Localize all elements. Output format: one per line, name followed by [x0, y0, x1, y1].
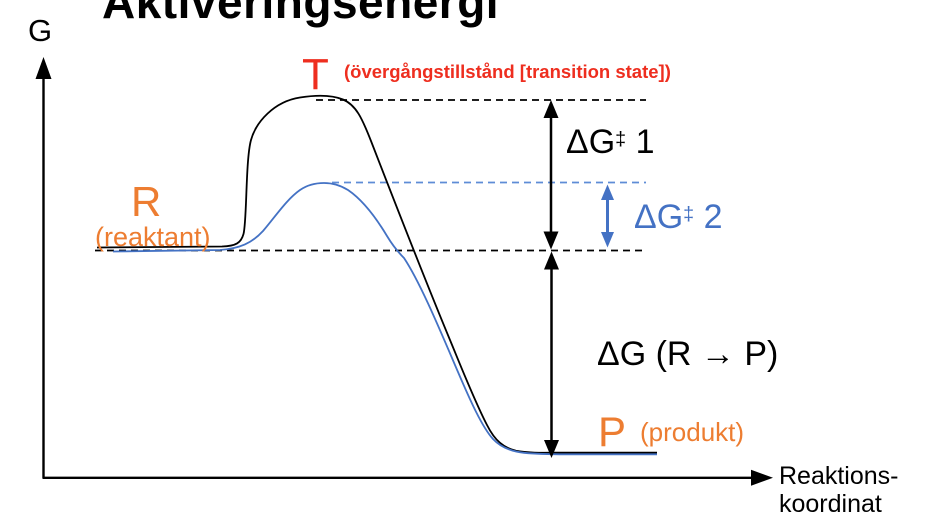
- dg1-arrowhead-up: [543, 100, 559, 118]
- energy-curve-low-barrier: [112, 182, 657, 456]
- slide-title: Aktiveringsenergi: [102, 0, 500, 28]
- dg1-base: ΔG: [566, 123, 616, 161]
- y-axis-arrowhead: [35, 57, 52, 79]
- dg2-double-dagger: ‡: [683, 202, 695, 225]
- y-axis-label: G: [28, 13, 53, 48]
- transition-state-note: (övergångstillstånd [transition state]): [344, 61, 671, 82]
- dg2-base: ΔG: [634, 198, 684, 236]
- activation-energy-1-label: ΔG‡ 1: [566, 125, 655, 159]
- dg-reaction-arrowhead-down: [544, 440, 559, 458]
- dg2-number: 2: [694, 198, 723, 236]
- dg2-arrowhead-up: [601, 184, 614, 200]
- dg2-arrowhead-down: [601, 232, 614, 248]
- product-symbol: P: [598, 408, 627, 455]
- dg1-number: 1: [626, 123, 655, 161]
- reaction-free-energy-label: ΔG (R → P): [597, 335, 779, 373]
- dg-reaction-arrowhead-up: [544, 251, 559, 270]
- reactant-note: (reaktant): [95, 222, 211, 252]
- energy-curve-high-barrier: [96, 94, 657, 454]
- x-axis-arrowhead: [751, 469, 773, 486]
- x-axis-label: Reaktions- koordinat: [779, 462, 899, 518]
- dg1-arrowhead-down: [543, 231, 559, 250]
- transition-state-symbol: T: [302, 50, 329, 99]
- activation-energy-2-label: ΔG‡ 2: [634, 200, 723, 234]
- dg1-double-dagger: ‡: [615, 127, 627, 150]
- reactant-symbol: R: [131, 178, 162, 225]
- product-note: (produkt): [640, 417, 745, 447]
